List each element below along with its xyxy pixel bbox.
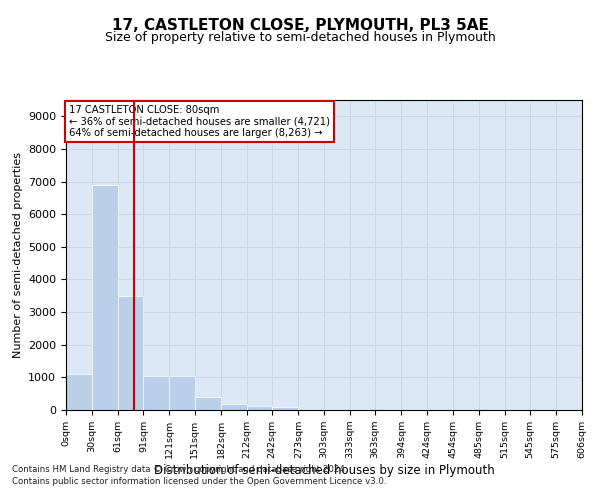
Text: Contains HM Land Registry data © Crown copyright and database right 2024.: Contains HM Land Registry data © Crown c… (12, 466, 347, 474)
Bar (118, 296, 143, 410)
Text: 17 CASTLETON CLOSE: 80sqm
← 36% of semi-detached houses are smaller (4,721)
64% : 17 CASTLETON CLOSE: 80sqm ← 36% of semi-… (68, 104, 329, 138)
Text: 17, CASTLETON CLOSE, PLYMOUTH, PL3 5AE: 17, CASTLETON CLOSE, PLYMOUTH, PL3 5AE (112, 18, 488, 32)
Text: Contains public sector information licensed under the Open Government Licence v3: Contains public sector information licen… (12, 477, 386, 486)
Bar (272, 406, 298, 410)
Bar (194, 397, 221, 410)
X-axis label: Distribution of semi-detached houses by size in Plymouth: Distribution of semi-detached houses by … (154, 464, 494, 477)
Bar (221, 404, 247, 410)
Bar (66, 374, 92, 410)
Text: Size of property relative to semi-detached houses in Plymouth: Size of property relative to semi-detach… (104, 31, 496, 44)
Bar (143, 376, 169, 410)
Bar (169, 376, 194, 410)
Bar (92, 185, 118, 410)
Y-axis label: Number of semi-detached properties: Number of semi-detached properties (13, 152, 23, 358)
Bar (247, 406, 272, 410)
